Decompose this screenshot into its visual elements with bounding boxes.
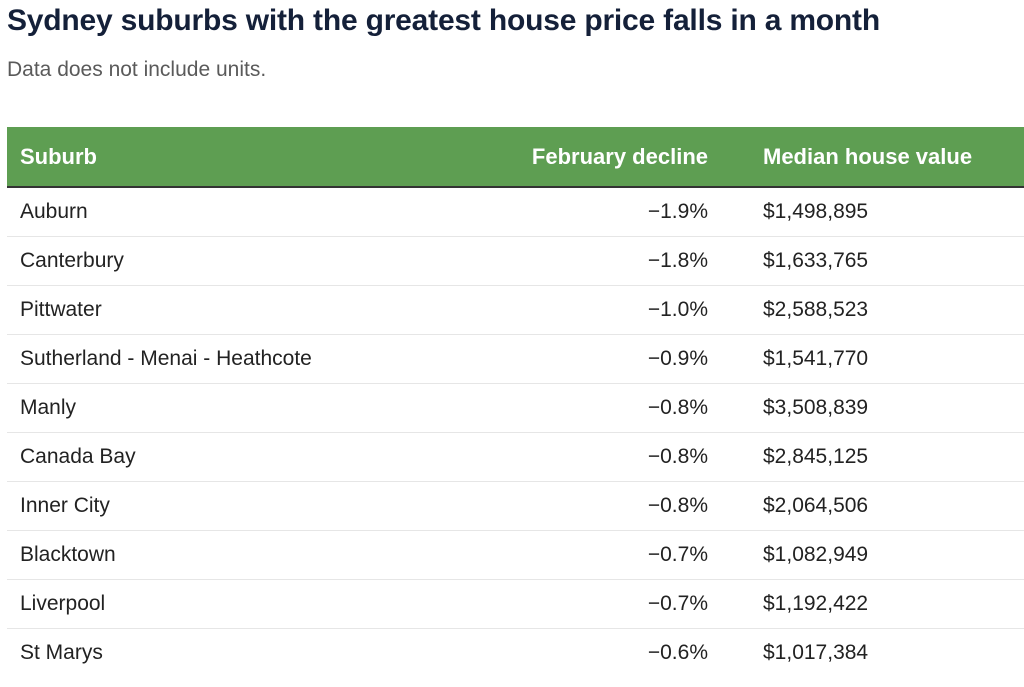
cell-suburb: Inner City <box>20 493 110 517</box>
table-row: Inner City −0.8% $2,064,506 <box>7 481 1024 530</box>
cell-median-house-value: $2,588,523 <box>763 297 869 321</box>
cell-median-house-value: $2,064,506 <box>763 493 869 517</box>
table-row: Canterbury −1.8% $1,633,765 <box>7 236 1024 285</box>
column-header-suburb: Suburb <box>7 127 467 188</box>
header-row: Suburb February decline Median house val… <box>7 127 1024 188</box>
table-row: Sutherland - Menai - Heathcote −0.9% $1,54… <box>7 334 1024 383</box>
chart-title: Sydney suburbs with the greatest house p… <box>7 4 880 37</box>
cell-median-house-value: $1,498,895 <box>763 199 869 223</box>
cell-suburb: Liverpool <box>20 591 106 615</box>
cell-median-house-value: $1,082,949 <box>763 542 869 566</box>
cell-february-decline: −0.8% <box>647 444 708 468</box>
cell-february-decline: −0.9% <box>647 346 708 370</box>
cell-median-house-value: $1,541,770 <box>763 346 869 370</box>
column-header-median-house-value: Median house value <box>720 127 1024 188</box>
chart-subtitle: Data does not include units. <box>7 58 267 81</box>
cell-february-decline: −0.7% <box>647 542 708 566</box>
cell-february-decline: −0.6% <box>647 640 708 664</box>
cell-suburb: Pittwater <box>20 297 102 321</box>
table-row: Manly −0.8% $3,508,839 <box>7 383 1024 432</box>
cell-february-decline: −1.0% <box>647 297 708 321</box>
table-row: Blacktown −0.7% $1,082,949 <box>7 530 1024 579</box>
table-row: St Marys −0.6% $1,017,384 <box>7 628 1024 677</box>
data-table: Suburb February decline Median house val… <box>7 127 1024 677</box>
cell-february-decline: −0.8% <box>647 395 708 419</box>
cell-february-decline: −1.8% <box>647 248 708 272</box>
cell-suburb: Blacktown <box>20 542 116 566</box>
cell-suburb: Sutherland - Menai - Heathcote <box>20 346 312 370</box>
table-row: Auburn −1.9% $1,498,895 <box>7 187 1024 236</box>
cell-suburb: Manly <box>20 395 77 419</box>
cell-suburb: St Marys <box>20 640 103 664</box>
cell-suburb: Canterbury <box>20 248 124 272</box>
cell-february-decline: −0.7% <box>647 591 708 615</box>
cell-median-house-value: $1,633,765 <box>763 248 869 272</box>
cell-february-decline: −1.9% <box>647 199 708 223</box>
cell-median-house-value: $2,845,125 <box>763 444 869 468</box>
table-row: Pittwater −1.0% $2,588,523 <box>7 285 1024 334</box>
table-body: Auburn −1.9% $1,498,895 Canterbury −1.8% $1,6… <box>7 187 1024 677</box>
cell-median-house-value: $1,017,384 <box>763 640 869 664</box>
table-header: Suburb February decline Median house val… <box>7 127 1024 188</box>
cell-suburb: Auburn <box>20 199 88 223</box>
table-row: Liverpool −0.7% $1,192,422 <box>7 579 1024 628</box>
cell-median-house-value: $3,508,839 <box>763 395 869 419</box>
table-row: Canada Bay −0.8% $2,845,125 <box>7 432 1024 481</box>
cell-median-house-value: $1,192,422 <box>763 591 869 615</box>
cell-suburb: Canada Bay <box>20 444 136 468</box>
column-header-february-decline: February decline <box>467 127 720 188</box>
cell-february-decline: −0.8% <box>647 493 708 517</box>
